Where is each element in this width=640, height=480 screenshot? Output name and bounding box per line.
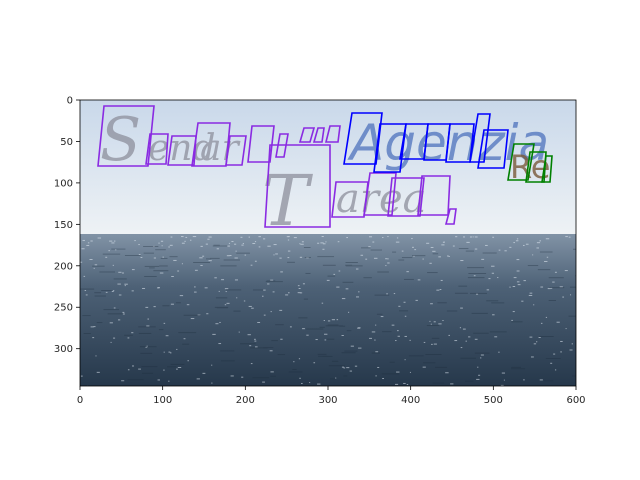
x-axis: 0 100 200 300 400 500 600 [77, 386, 586, 406]
x-tick-label: 200 [236, 395, 255, 406]
bbox-overlays [97, 105, 553, 228]
x-tick-label: 600 [566, 395, 585, 406]
x-tick-label: 300 [318, 395, 337, 406]
y-tick-label: 300 [54, 344, 73, 355]
x-tick-label: 0 [77, 395, 83, 406]
green-boxes [507, 143, 553, 183]
purple-boxes [97, 105, 457, 228]
y-tick-label: 200 [54, 261, 73, 272]
y-tick-label: 250 [54, 303, 73, 314]
y-tick-label: 50 [60, 137, 73, 148]
sea-photo: S end ar T area Agenzia Re [80, 100, 576, 386]
svg-text:S: S [100, 105, 141, 175]
y-tick-label: 150 [54, 220, 73, 231]
svg-text:T: T [262, 160, 313, 242]
x-tick-label: 100 [153, 395, 172, 406]
svg-text:ar: ar [200, 128, 240, 169]
svg-text:end: end [148, 128, 216, 169]
blue-boxes [343, 112, 509, 173]
x-tick-label: 400 [401, 395, 420, 406]
y-axis: 0 50 100 150 200 250 300 [54, 96, 80, 355]
y-tick-label: 0 [67, 96, 73, 107]
x-tick-label: 500 [484, 395, 503, 406]
y-tick-label: 100 [54, 178, 73, 189]
